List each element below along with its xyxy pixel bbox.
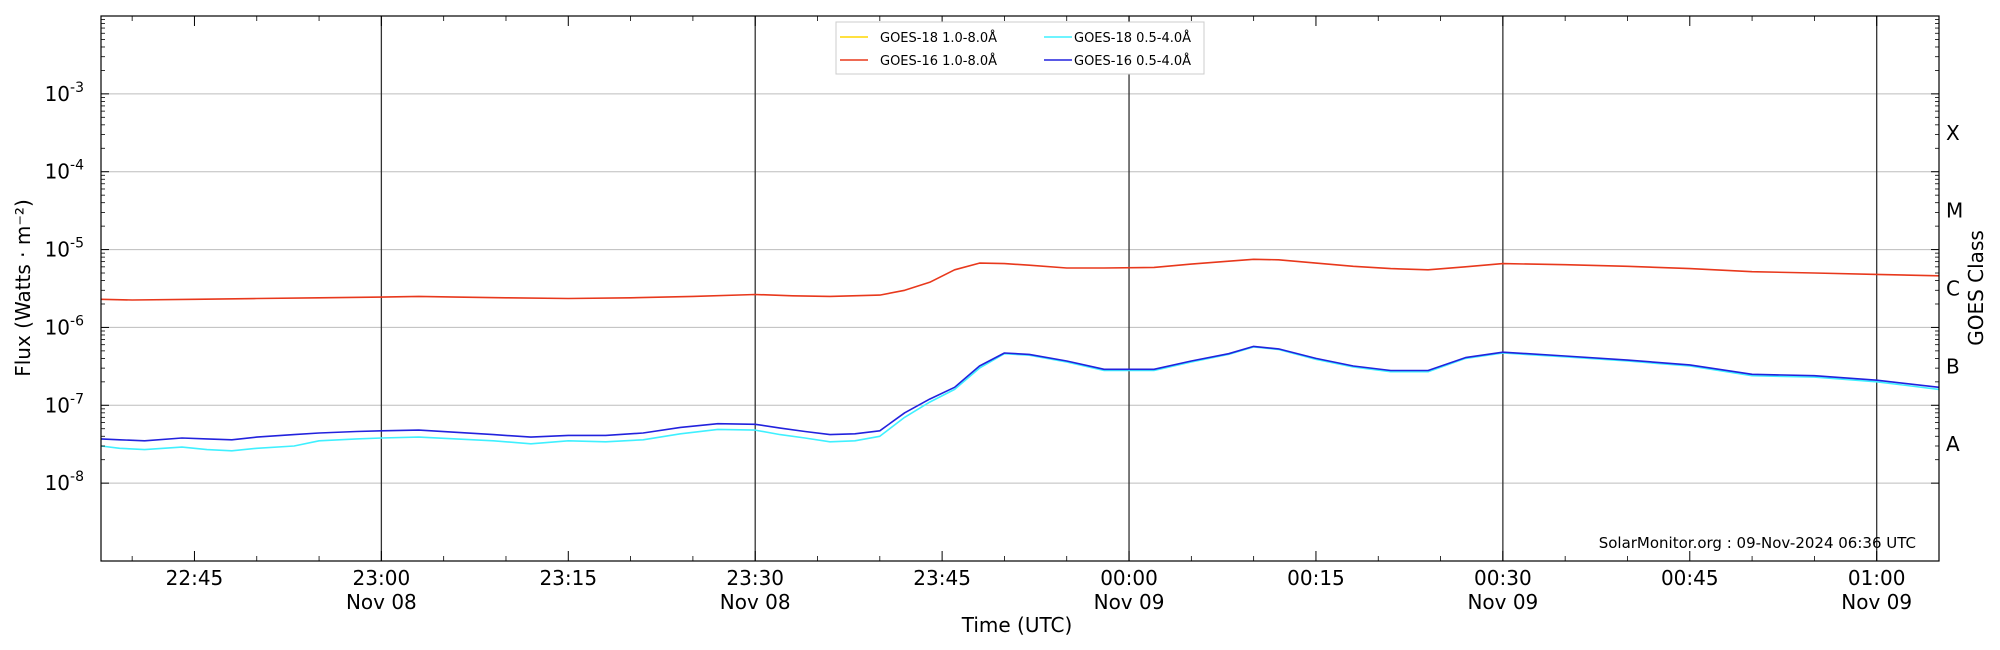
- goes-class-label: X: [1946, 121, 1960, 145]
- plot-frame: [100, 15, 1940, 562]
- x-tick-label: 23:45: [913, 566, 971, 590]
- x-tick-label: 01:00: [1848, 566, 1906, 590]
- x-axis-label: Time (UTC): [961, 613, 1073, 637]
- x-tick-label: 23:00: [353, 566, 411, 590]
- y-axis-label: Flux (Watts · m⁻²): [11, 199, 35, 377]
- x-tick-label: 22:45: [166, 566, 224, 590]
- y-tick-label: 10-3: [45, 80, 84, 106]
- legend-label: GOES-18 0.5-4.0Å: [1074, 30, 1191, 46]
- y-tick-exponent: -4: [70, 158, 84, 174]
- x-tick-date-label: Nov 08: [720, 590, 791, 614]
- x-tick-label: 00:00: [1100, 566, 1158, 590]
- right-axis-label: GOES Class: [1964, 230, 1988, 346]
- legend: GOES-18 1.0-8.0Å GOES-16 1.0-8.0Å GOES-1…: [835, 21, 1205, 75]
- series-line: [100, 346, 1940, 452]
- x-tick-date-label: Nov 09: [1094, 590, 1165, 614]
- legend-label: GOES-16 0.5-4.0Å: [1074, 53, 1191, 69]
- goes-class-label: B: [1946, 354, 1960, 378]
- horizontal-grid: [101, 93, 1939, 484]
- x-tick-date-label: Nov 09: [1467, 590, 1538, 614]
- series-line: [100, 345, 1940, 442]
- x-tick-label: 23:30: [726, 566, 784, 590]
- legend-box: [835, 21, 1205, 75]
- y-tick-exponent: -6: [70, 313, 84, 329]
- x-tick-label: 00:45: [1661, 566, 1719, 590]
- x-tick-date-label: Nov 08: [346, 590, 417, 614]
- series-line: [100, 258, 1940, 301]
- goes-class-label: C: [1946, 277, 1960, 301]
- goes-class-label: M: [1946, 199, 1963, 223]
- legend-label: GOES-18 1.0-8.0Å: [880, 30, 997, 46]
- y-tick-exponent: -3: [70, 80, 84, 96]
- plot-series: [100, 258, 1940, 452]
- y-tick-exponent: -5: [70, 236, 84, 252]
- time-marker-lines: [380, 16, 1878, 561]
- x-tick-date-label: Nov 09: [1841, 590, 1912, 614]
- x-tick-label: 00:15: [1287, 566, 1345, 590]
- x-tick-label: 23:15: [539, 566, 597, 590]
- goes-class-labels: A B C M X: [1946, 121, 1963, 456]
- x-tick-label: 00:30: [1474, 566, 1532, 590]
- y-tick-exponent: -8: [70, 469, 84, 485]
- legend-label: GOES-16 1.0-8.0Å: [880, 53, 997, 69]
- goes-class-label: A: [1946, 432, 1960, 456]
- attribution-text: SolarMonitor.org : 09-Nov-2024 06:36 UTC: [1599, 534, 1916, 552]
- y-tick-exponent: -7: [70, 391, 84, 407]
